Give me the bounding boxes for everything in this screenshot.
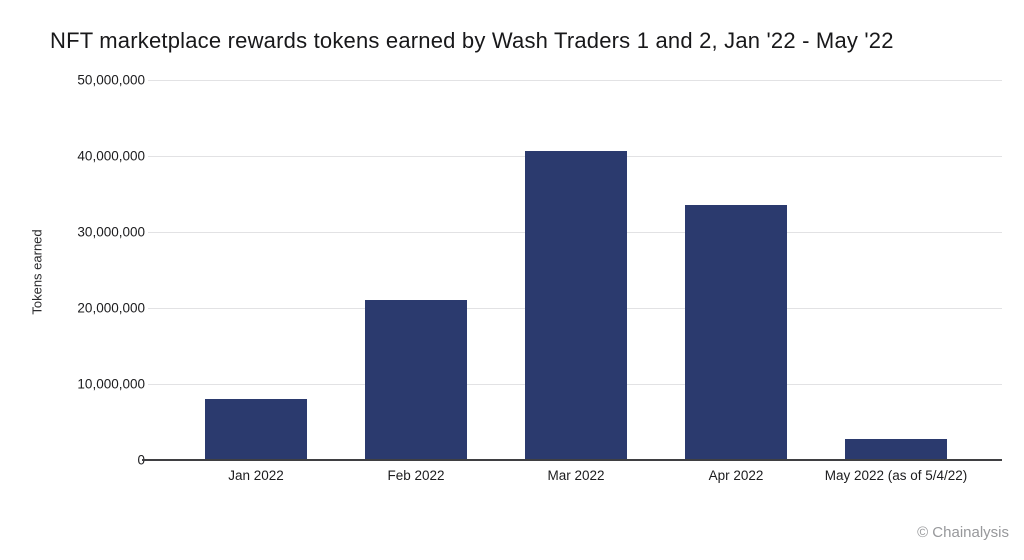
y-tick-label: 20,000,000 [77,300,145,316]
bar-slot [816,80,976,460]
y-tick-label: 0 [137,453,145,468]
copyright-credit: © Chainalysis [917,524,1009,541]
bar-Jan 2022 [204,399,308,460]
plot-area [142,80,1002,461]
bar-May 2022 (as of 5/4/22) [844,438,948,460]
bar-slot [176,80,336,460]
gridline [148,80,1002,81]
x-tick-label: Feb 2022 [387,468,445,483]
bar-Mar 2022 [524,150,628,460]
y-tick-label: 50,000,000 [77,72,145,88]
bar-Apr 2022 [684,204,788,460]
bar-slot [496,80,656,460]
y-tick-label: 40,000,000 [77,148,145,164]
x-tick-label: May 2022 (as of 5/4/22) [824,468,968,483]
bar-series [176,80,976,460]
bar-Feb 2022 [364,300,468,460]
x-tick-label: Jan 2022 [228,468,284,483]
y-axis-tick-labels: 0 10,000,000 20,000,000 30,000,000 40,000,00… [0,73,145,468]
x-axis-line [142,459,1002,461]
bar-slot [336,80,496,460]
x-axis-tick-labels: Jan 2022 Feb 2022 Mar 2022 Apr 2022 May 2022… [176,468,976,483]
x-tick-label: Apr 2022 [708,468,764,483]
x-tick-label: Mar 2022 [547,468,605,483]
chart-title: NFT marketplace rewards tokens earned by… [50,28,894,53]
y-tick-label: 10,000,000 [77,376,145,392]
bar-slot [656,80,816,460]
y-tick-label: 30,000,000 [77,224,145,240]
